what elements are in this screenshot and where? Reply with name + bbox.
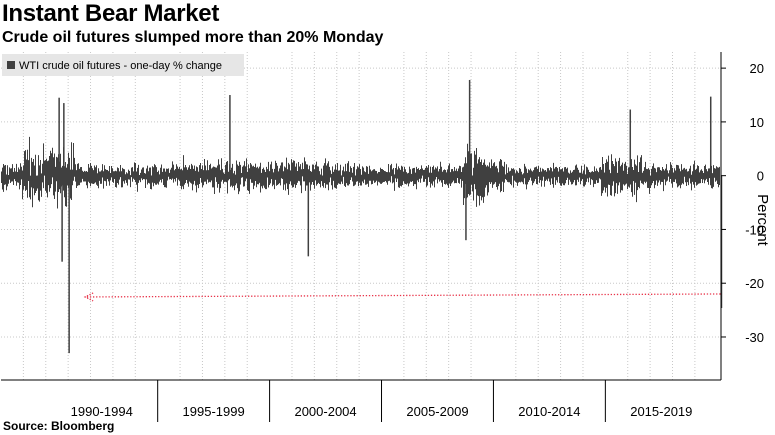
y-tick-label: 0 — [757, 169, 764, 184]
annotation-arrow-line — [85, 293, 721, 298]
y-tick-label: -20 — [745, 276, 764, 291]
daily-change-bars — [1, 79, 723, 354]
annotation-arrow-head — [83, 292, 94, 302]
legend: WTI crude oil futures - one-day % change — [2, 54, 244, 76]
x-category-label: 2015-2019 — [630, 404, 692, 419]
x-category-label: 1995-1999 — [183, 404, 245, 419]
y-tick-label: -30 — [745, 330, 764, 345]
legend-swatch — [7, 61, 15, 69]
y-axis-title: Percent — [754, 194, 771, 247]
y-tick-label: -10 — [745, 222, 764, 237]
x-category-label: 2005-2009 — [406, 404, 468, 419]
x-category-label: 2010-2014 — [518, 404, 580, 419]
chart-subtitle: Crude oil futures slumped more than 20% … — [2, 29, 384, 46]
legend-background — [2, 54, 244, 76]
source-note: Source: Bloomberg — [3, 419, 115, 433]
x-category-label: 1990-1994 — [71, 404, 133, 419]
annotation-arrow — [83, 292, 721, 302]
y-tick-label: 10 — [750, 115, 764, 130]
chart-title: Instant Bear Market — [2, 0, 220, 27]
x-category-label: 2000-2004 — [294, 404, 356, 419]
legend-label: WTI crude oil futures - one-day % change — [19, 60, 222, 72]
axes: 20 10 0 -10 -20 -30 1990-1994 1995-1999 2000-200… — [1, 52, 771, 422]
y-tick-label: 20 — [750, 61, 764, 76]
grid-lines — [1, 52, 721, 380]
